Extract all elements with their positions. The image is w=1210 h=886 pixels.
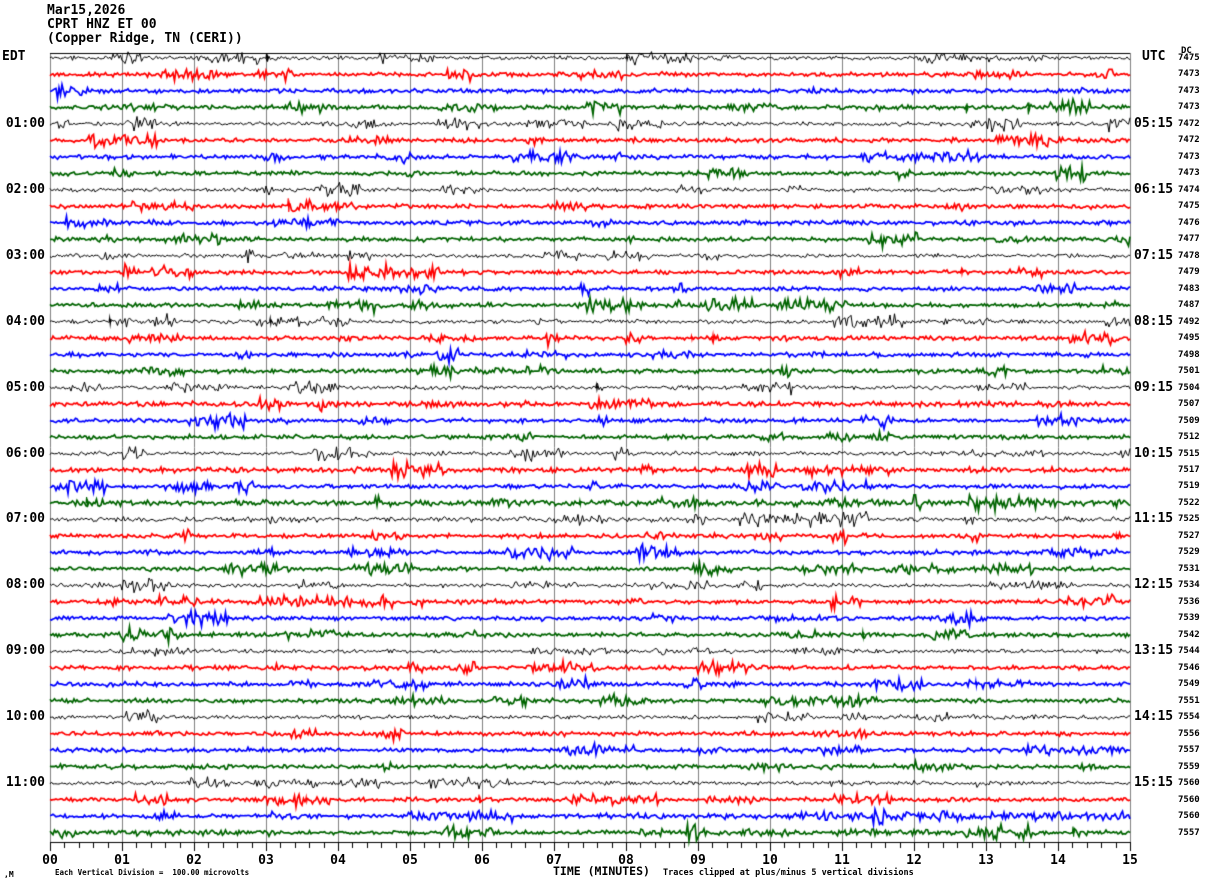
clip-note: Traces clipped at plus/minus 5 vertical …	[663, 868, 914, 878]
timezone-label-left: EDT	[2, 49, 26, 64]
watermark: ,M	[4, 870, 14, 879]
timezone-label-right: UTC	[1142, 49, 1166, 64]
station-location: (Copper Ridge, TN (CERI))	[47, 31, 243, 46]
title-block: Mar15,2026 CPRT HNZ ET 00 (Copper Ridge,…	[47, 4, 243, 46]
title-date: Mar15,2026	[47, 3, 126, 18]
station-code: CPRT HNZ ET 00	[47, 17, 157, 32]
x-axis-title: TIME (MINUTES)	[553, 864, 650, 878]
scale-note: Each Vertical Division = 100.00 microvol…	[55, 868, 250, 877]
dc-column-header: DC	[1181, 46, 1192, 56]
